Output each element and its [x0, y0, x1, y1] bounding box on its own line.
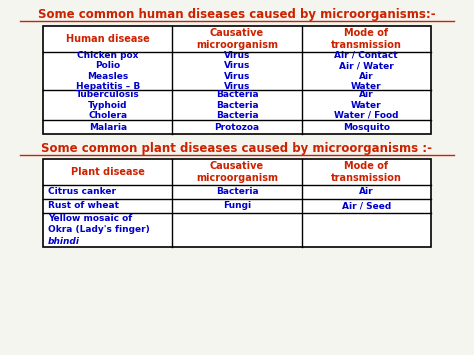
- Text: Causative
microorganism: Causative microorganism: [196, 161, 278, 183]
- Text: Human disease: Human disease: [66, 34, 150, 44]
- Text: Mosquito: Mosquito: [343, 122, 390, 131]
- Text: Malaria: Malaria: [89, 122, 127, 131]
- Text: Tuberculosis
Typhoid
Cholera: Tuberculosis Typhoid Cholera: [76, 90, 140, 120]
- Text: Citrus canker: Citrus canker: [48, 187, 116, 197]
- Text: Yellow mosaic of: Yellow mosaic of: [48, 214, 132, 223]
- Text: Virus
Virus
Virus
Virus: Virus Virus Virus Virus: [224, 51, 250, 91]
- Text: Mode of
transmission: Mode of transmission: [331, 161, 401, 183]
- Text: Some common human diseases caused by microorganisms:-: Some common human diseases caused by mic…: [38, 8, 436, 21]
- Bar: [43, 159, 431, 247]
- Text: Mode of
transmission: Mode of transmission: [331, 28, 401, 50]
- Bar: [43, 26, 431, 134]
- Text: bhindi: bhindi: [48, 237, 80, 246]
- Text: Air: Air: [359, 187, 374, 197]
- Text: Air
Water
Water / Food: Air Water Water / Food: [334, 90, 399, 120]
- Text: Protozoa: Protozoa: [214, 122, 260, 131]
- Text: Bacteria
Bacteria
Bacteria: Bacteria Bacteria Bacteria: [216, 90, 258, 120]
- Text: Air / Seed: Air / Seed: [342, 202, 391, 211]
- Text: Some common plant diseases caused by microorganisms :-: Some common plant diseases caused by mic…: [42, 142, 432, 155]
- Text: Rust of wheat: Rust of wheat: [48, 202, 119, 211]
- Text: Bacteria: Bacteria: [216, 187, 258, 197]
- Text: Plant disease: Plant disease: [71, 167, 145, 177]
- Text: Fungi: Fungi: [223, 202, 251, 211]
- Text: Causative
microorganism: Causative microorganism: [196, 28, 278, 50]
- Text: Okra (Lady's finger): Okra (Lady's finger): [48, 225, 150, 235]
- Text: Air / Contact
Air / Water
Air
Water: Air / Contact Air / Water Air Water: [334, 51, 398, 91]
- Text: Chicken pox
Polio
Measles
Hepatitis – B: Chicken pox Polio Measles Hepatitis – B: [76, 51, 140, 91]
